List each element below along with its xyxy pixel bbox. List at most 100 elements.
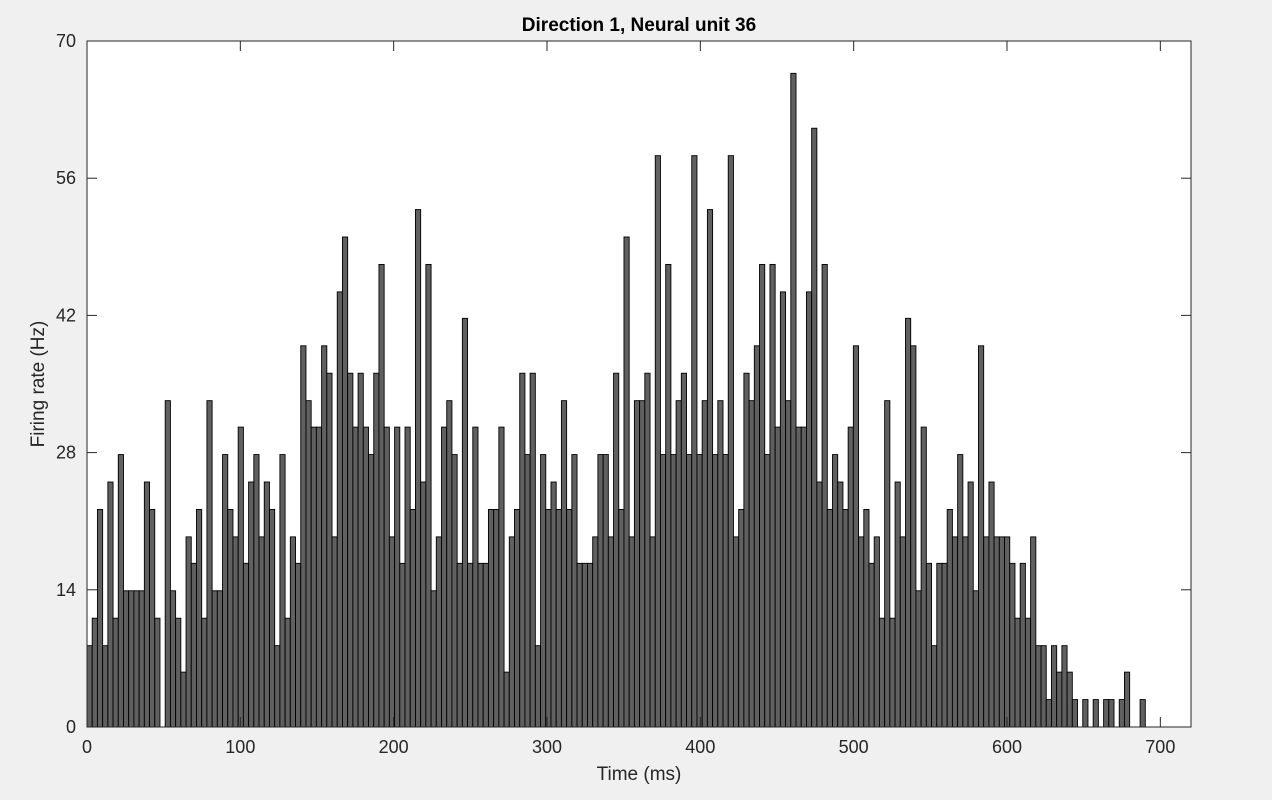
histogram-bar <box>352 426 359 728</box>
histogram-bar <box>305 400 312 728</box>
histogram-bar <box>534 645 542 728</box>
histogram-bar <box>1071 699 1078 728</box>
histogram-bar <box>425 263 432 728</box>
histogram-bar <box>1103 699 1110 728</box>
y-axis: 0 14 28 42 56 70 <box>56 31 1191 737</box>
histogram-bar <box>946 508 953 728</box>
y-axis-label: Firing rate (Hz) <box>28 321 49 448</box>
histogram-bar <box>300 345 307 728</box>
histogram-bar <box>753 345 760 728</box>
histogram-bar <box>362 426 369 728</box>
y-tick-label: 0 <box>66 717 76 737</box>
histogram-bar <box>456 562 463 728</box>
histogram-bar <box>701 400 708 728</box>
histogram-bar <box>1019 562 1026 728</box>
histogram-bar <box>660 454 667 728</box>
histogram-bar <box>571 454 578 728</box>
histogram-bar <box>847 426 854 728</box>
histogram-bar <box>164 400 171 728</box>
histogram-bar <box>263 481 270 728</box>
histogram-bar <box>96 508 104 728</box>
histogram-bar <box>837 481 844 728</box>
histogram-bar <box>378 263 385 728</box>
histogram-bar <box>899 536 906 728</box>
histogram-bar <box>169 590 177 728</box>
histogram-bar <box>279 454 286 728</box>
histogram-bar <box>894 481 901 728</box>
histogram-bar <box>733 536 740 728</box>
histogram-bar <box>1056 671 1063 728</box>
histogram-bar <box>519 372 526 728</box>
histogram-bar <box>326 372 333 728</box>
histogram-bar <box>138 590 145 728</box>
histogram-bar <box>597 454 604 728</box>
histogram-bar <box>962 536 969 728</box>
histogram-bar <box>117 454 124 728</box>
histogram-bar <box>237 426 244 728</box>
histogram-bar <box>852 345 860 728</box>
histogram-bar <box>670 454 677 728</box>
histogram-bar <box>712 454 719 728</box>
histogram-bar <box>884 400 891 728</box>
histogram-bar <box>331 536 338 728</box>
histogram-bar <box>649 536 656 728</box>
histogram-bar <box>514 508 521 728</box>
histogram-bar <box>905 317 912 728</box>
histogram-bar <box>706 209 714 728</box>
histogram-bar <box>196 508 203 728</box>
histogram-bar <box>222 454 229 728</box>
histogram-bar <box>102 645 109 728</box>
histogram-bar <box>821 263 828 728</box>
histogram-bar <box>435 536 442 728</box>
histogram-bar <box>180 671 187 728</box>
histogram-bar <box>441 426 448 728</box>
histogram-bar <box>373 372 380 728</box>
histogram-bar <box>414 209 422 728</box>
histogram-bar <box>592 536 599 728</box>
x-tick-label: 700 <box>1145 737 1175 757</box>
histogram-bar <box>1082 699 1089 728</box>
histogram-bar <box>1108 699 1115 728</box>
x-tick-label: 200 <box>379 737 409 757</box>
histogram-bar <box>123 590 130 728</box>
histogram-bar <box>816 481 823 728</box>
histogram-bar <box>691 155 698 728</box>
histogram-bar <box>957 454 964 728</box>
histogram-bar <box>201 617 208 728</box>
histogram-bar <box>998 536 1005 728</box>
histogram-bar <box>748 400 755 728</box>
histogram-bar <box>383 426 390 728</box>
y-tick-label: 28 <box>56 443 76 463</box>
histogram-bar <box>988 481 995 728</box>
histogram-bar <box>258 536 265 728</box>
histogram-bar <box>842 508 849 728</box>
histogram-bar <box>993 536 1000 728</box>
histogram-bar <box>602 454 609 728</box>
histogram-bar <box>727 155 734 728</box>
histogram-bar <box>310 426 317 728</box>
histogram-bar <box>717 400 724 728</box>
histogram-bar <box>1045 699 1052 728</box>
histogram-bar <box>289 536 296 728</box>
histogram-bar <box>743 372 750 728</box>
histogram-bar <box>1092 699 1099 728</box>
histogram-bar <box>482 562 489 728</box>
histogram-bar <box>540 454 547 728</box>
histogram-bar <box>795 426 802 728</box>
histogram-bar <box>868 562 875 728</box>
histogram-bar <box>639 400 646 728</box>
histogram-bar <box>477 562 484 728</box>
x-tick-label: 0 <box>82 737 92 757</box>
histogram-bar <box>878 617 886 728</box>
histogram-bar <box>936 562 943 728</box>
histogram-bar <box>185 536 192 728</box>
histogram-bar <box>451 454 458 728</box>
histogram-bar <box>566 508 573 728</box>
histogram-bar <box>623 236 630 728</box>
histogram-bar <box>790 72 797 728</box>
histogram-bar <box>832 454 839 728</box>
histogram-bar <box>915 590 922 728</box>
histogram-bar <box>336 291 343 728</box>
histogram-bar <box>321 345 328 728</box>
